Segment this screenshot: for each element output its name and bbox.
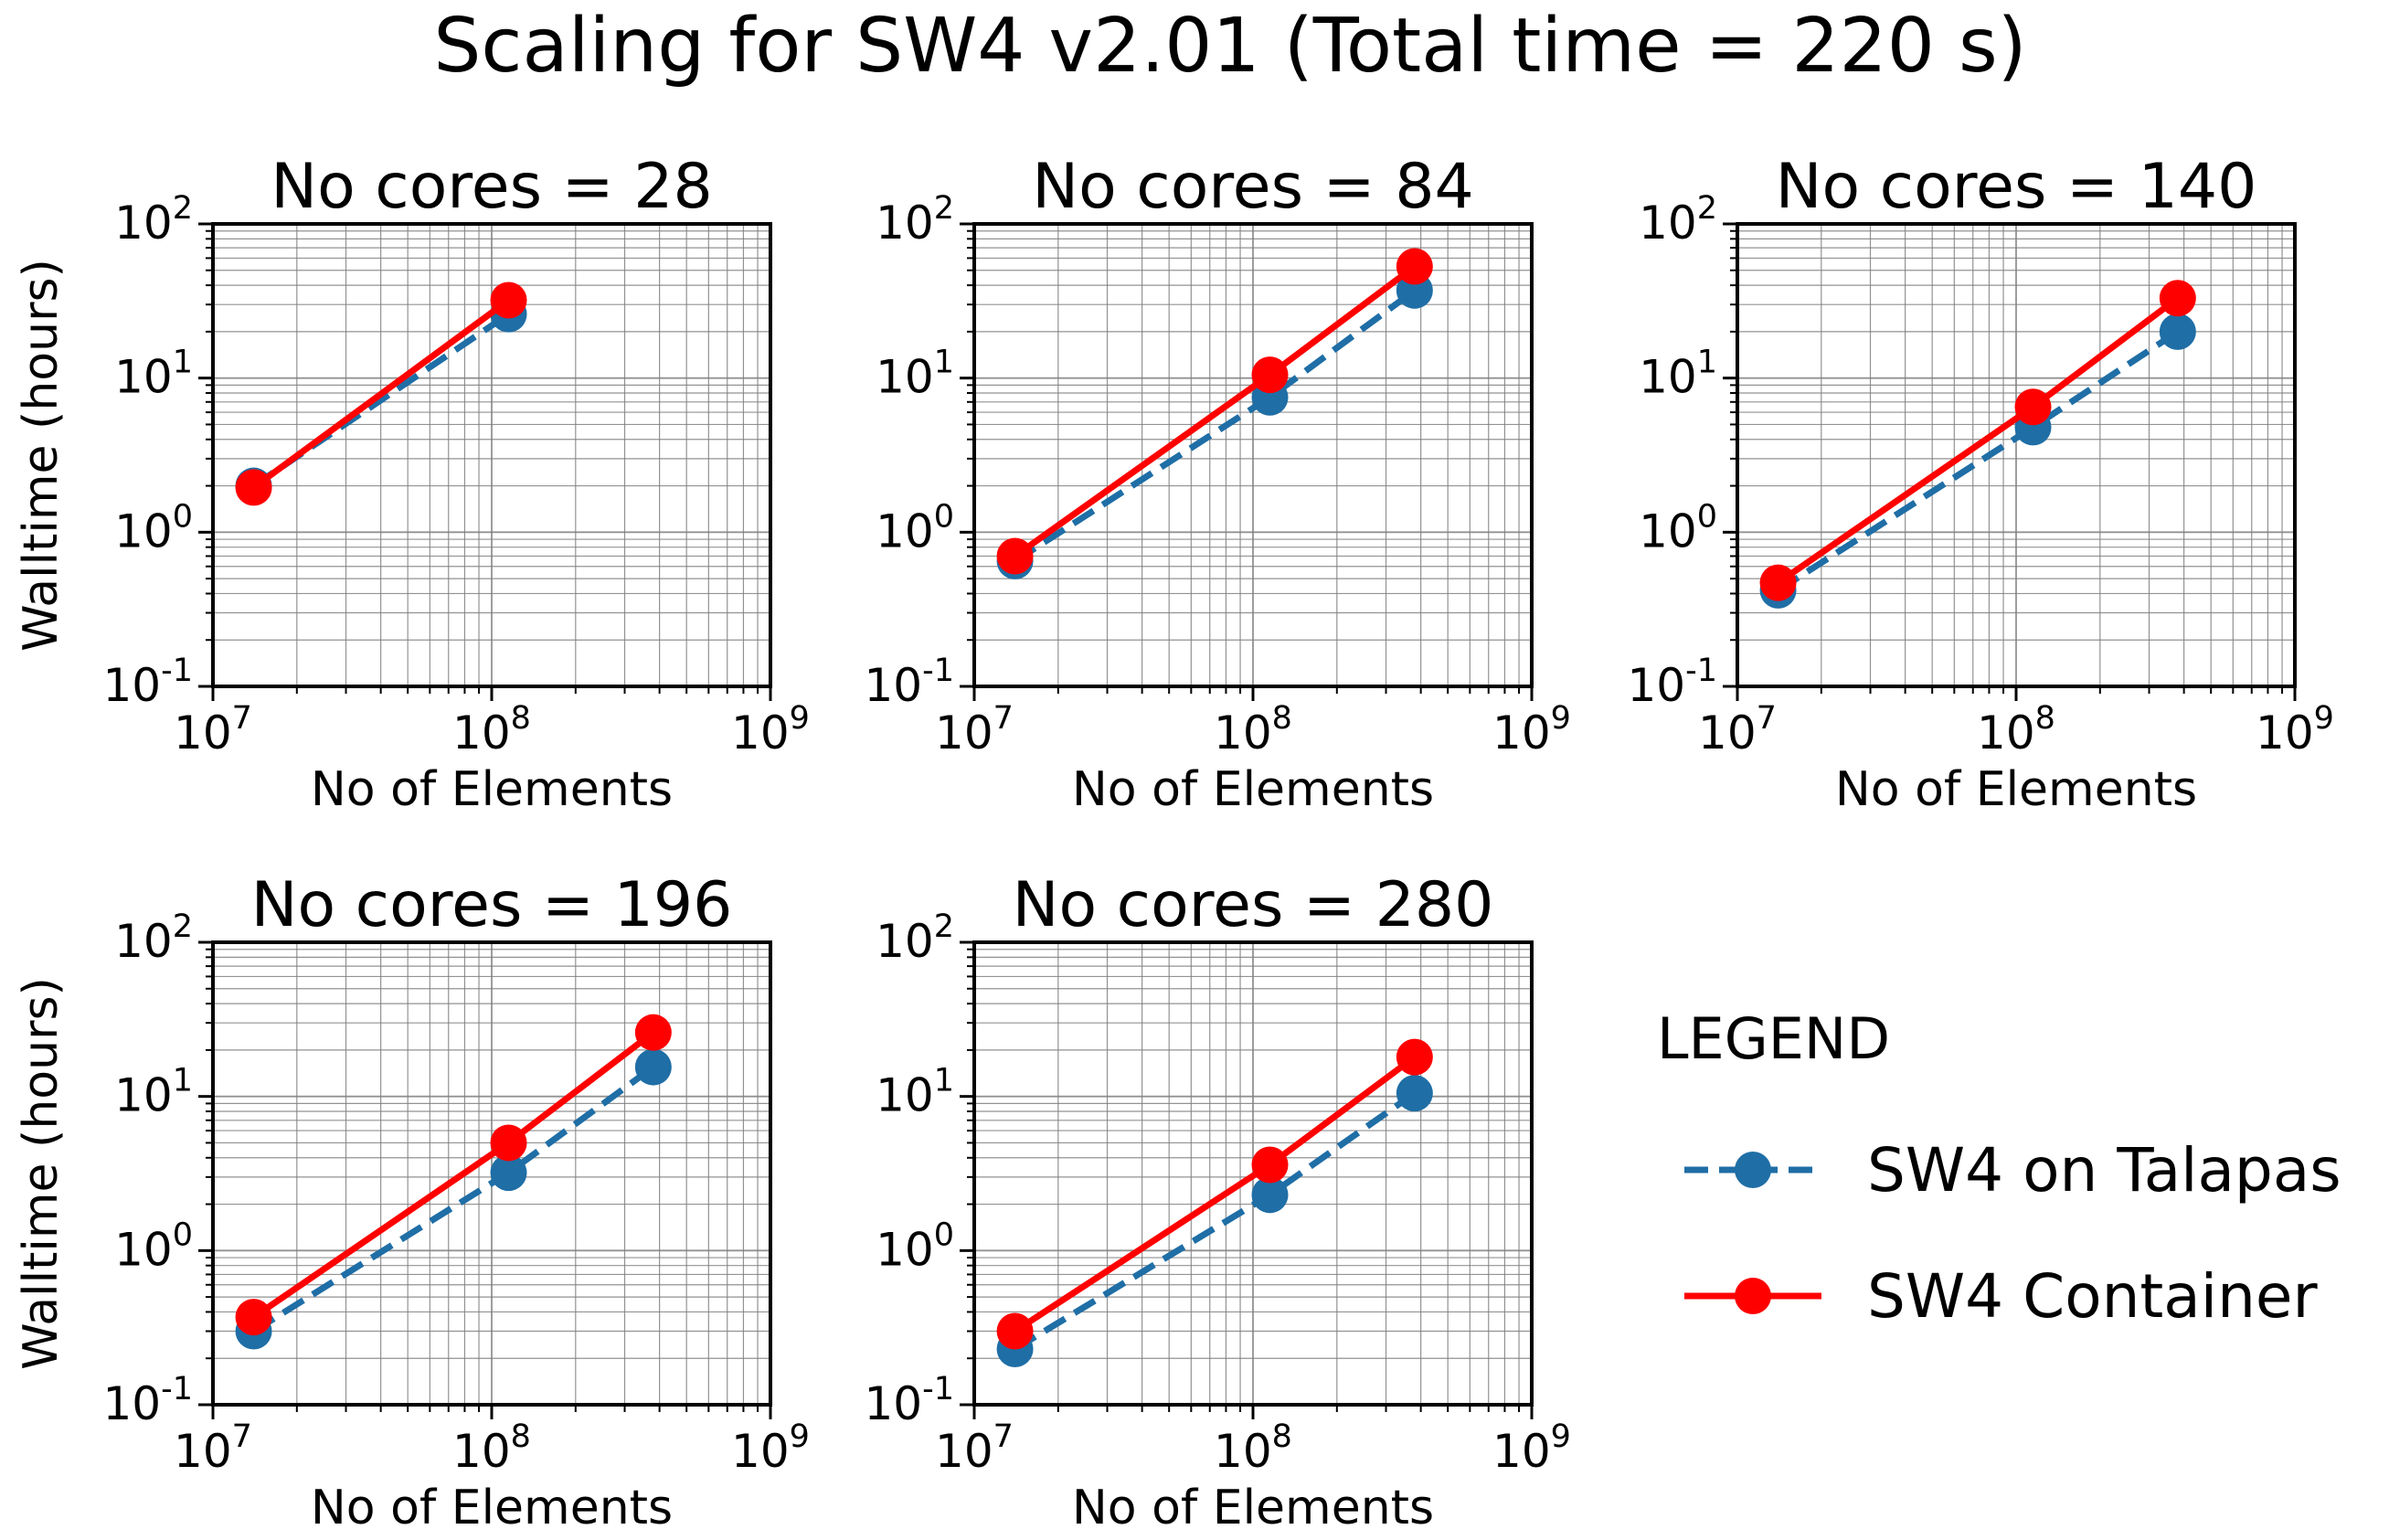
grid <box>212 224 770 687</box>
data-point <box>2014 388 2052 426</box>
axes-frame <box>211 940 772 1407</box>
subplot-title: No cores = 84 <box>1032 151 1474 223</box>
legend-label: SW4 on Talapas <box>1867 1135 2341 1205</box>
data-point <box>1759 564 1797 601</box>
axes-frame <box>1736 222 2297 688</box>
y-tick-label: 102 <box>114 190 193 250</box>
legend-entry: SW4 on Talapas <box>1684 1135 2341 1205</box>
y-axis-label: Walltime (hours) <box>14 977 69 1370</box>
data-point <box>1251 356 1289 394</box>
data-point <box>1396 1038 1433 1076</box>
grid <box>973 224 1532 687</box>
figure-title: Scaling for SW4 v2.01 (Total time = 220 … <box>433 3 2026 90</box>
subplot-title: No cores = 280 <box>1013 869 1494 941</box>
x-axis-label: No of Elements <box>311 1481 673 1535</box>
data-point <box>1396 248 1433 285</box>
series-container <box>996 248 1433 575</box>
legend-swatch-marker <box>1735 1152 1771 1188</box>
y-tick-label: 10-1 <box>1627 653 1717 712</box>
data-point <box>490 1124 527 1162</box>
axes-frame <box>972 940 1534 1407</box>
x-axis-label: No of Elements <box>1072 762 1434 817</box>
data-point <box>996 537 1034 575</box>
axes-frame <box>211 222 772 688</box>
series-container <box>1759 280 2196 601</box>
data-point <box>1251 1146 1289 1184</box>
data-point <box>634 1014 672 1051</box>
subplot-title: No cores = 28 <box>271 151 713 223</box>
subplot-title: No cores = 140 <box>1776 151 2257 223</box>
grid <box>1736 224 2295 687</box>
series-line <box>1013 287 1417 564</box>
series-container <box>235 281 527 506</box>
x-axis-label: No of Elements <box>1072 1481 1434 1535</box>
x-axis-label: No of Elements <box>311 762 673 817</box>
data-point <box>2159 280 2196 317</box>
y-tick-label: 100 <box>114 498 193 558</box>
x-tick-label: 108 <box>452 700 531 759</box>
series-line <box>251 297 511 491</box>
data-point <box>996 1312 1034 1350</box>
data-point <box>490 1154 527 1192</box>
x-axis-label: No of Elements <box>1835 762 2197 817</box>
data-point <box>2159 313 2196 350</box>
legend-swatch-marker <box>1735 1278 1771 1314</box>
subplot-title: No cores = 196 <box>251 869 733 941</box>
series-line <box>1776 328 2180 593</box>
legend-label: SW4 Container <box>1867 1261 2319 1332</box>
y-axis-label: Walltime (hours) <box>14 259 69 652</box>
y-tick-label: 10-1 <box>102 1371 193 1430</box>
axes-frame <box>972 222 1534 688</box>
legend-title: LEGEND <box>1657 1005 1890 1072</box>
data-point <box>1251 1176 1289 1214</box>
legend: LEGEND SW4 on Talapas SW4 Container <box>1657 1005 2341 1332</box>
legend-entry: SW4 Container <box>1684 1261 2319 1332</box>
x-tick-label: 107 <box>1698 700 1777 759</box>
data-point <box>235 469 272 506</box>
x-tick-label: 109 <box>1492 700 1571 759</box>
data-point <box>235 1299 272 1336</box>
data-point <box>490 281 527 319</box>
series-container <box>996 1038 1433 1350</box>
grid <box>973 942 1532 1406</box>
data-point <box>634 1048 672 1086</box>
data-point <box>1396 1075 1433 1112</box>
series-container <box>235 1014 672 1336</box>
y-tick-label: 100 <box>1639 498 1717 558</box>
